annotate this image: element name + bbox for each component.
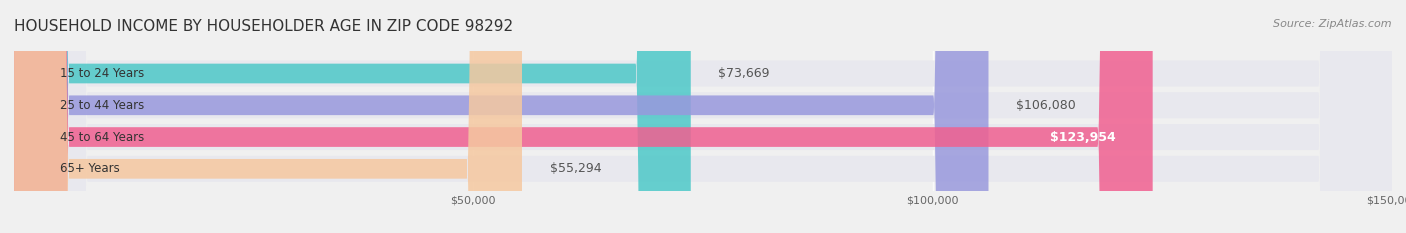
FancyBboxPatch shape [14,0,1392,233]
FancyBboxPatch shape [14,0,1392,233]
Text: 25 to 44 Years: 25 to 44 Years [60,99,145,112]
Text: $123,954: $123,954 [1050,130,1116,144]
Text: $73,669: $73,669 [718,67,770,80]
FancyBboxPatch shape [14,0,1392,233]
Text: Source: ZipAtlas.com: Source: ZipAtlas.com [1274,19,1392,29]
Text: $106,080: $106,080 [1017,99,1076,112]
FancyBboxPatch shape [14,0,1392,233]
Text: 15 to 24 Years: 15 to 24 Years [60,67,145,80]
Text: $55,294: $55,294 [550,162,602,175]
FancyBboxPatch shape [14,0,988,233]
FancyBboxPatch shape [14,0,522,233]
FancyBboxPatch shape [14,0,690,233]
Text: HOUSEHOLD INCOME BY HOUSEHOLDER AGE IN ZIP CODE 98292: HOUSEHOLD INCOME BY HOUSEHOLDER AGE IN Z… [14,19,513,34]
FancyBboxPatch shape [14,0,1153,233]
Text: 45 to 64 Years: 45 to 64 Years [60,130,145,144]
Text: 65+ Years: 65+ Years [60,162,120,175]
